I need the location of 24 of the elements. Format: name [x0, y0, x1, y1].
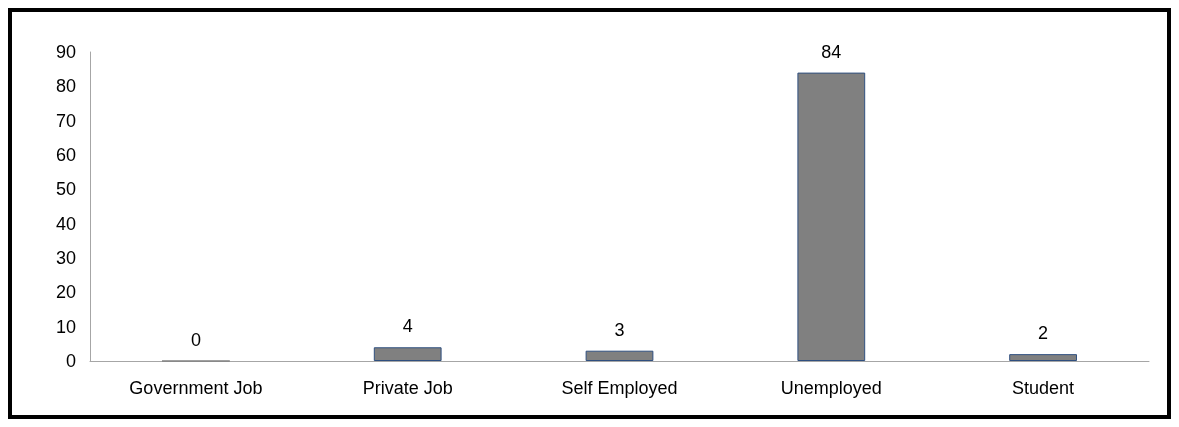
data-label: 2 [1038, 323, 1049, 344]
y-tick-label: 40 [55, 213, 76, 234]
bar [1009, 354, 1077, 361]
y-tick-label: 30 [55, 248, 76, 268]
data-label: 4 [402, 316, 413, 337]
bar [373, 347, 442, 361]
y-tick-label: 70 [55, 110, 76, 131]
y-tick-label: 60 [55, 145, 76, 165]
x-tick-label: Self Employed [561, 378, 678, 398]
y-tick-label: 10 [55, 316, 76, 337]
x-tick-label: Student [1012, 378, 1075, 398]
x-tick-label: Government Job [129, 378, 263, 398]
bar [797, 72, 866, 361]
data-label: 84 [821, 41, 842, 62]
x-tick-label: Unemployed [780, 378, 882, 398]
y-tick-label: 50 [55, 179, 76, 200]
data-label: 3 [614, 319, 625, 340]
x-tick-label: Private Job [362, 378, 453, 398]
y-tick-label: 80 [55, 76, 76, 97]
y-tick-label: 90 [55, 42, 76, 62]
y-tick-label: 20 [55, 282, 76, 303]
y-tick-label: 0 [65, 351, 76, 371]
data-label: 0 [190, 329, 201, 350]
bar [585, 350, 654, 361]
